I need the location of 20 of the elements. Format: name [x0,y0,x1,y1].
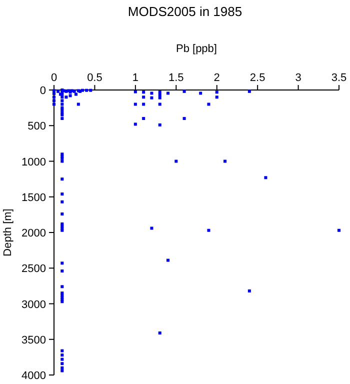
y-tick-label: 1500 [22,192,46,204]
y-tick-label: 2000 [22,228,46,240]
y-tick-label: 1000 [22,156,46,168]
y-tick-label: 3500 [22,334,46,346]
x-tick-label: 1 [132,72,138,84]
chart-title: MODS2005 in 1985 [128,4,242,19]
y-tick-label: 3000 [22,298,46,311]
y-tick-label: 500 [28,120,46,133]
x-tick-label: 0.5 [87,72,102,84]
x-tick-label: 2.5 [250,72,266,84]
x-tick-label: 1.5 [168,72,184,84]
x-tick-label: 2 [214,72,220,84]
y-tick-label: 2500 [22,263,46,276]
x-axis-title: Pb [ppb] [176,43,217,55]
x-tick-label: 0 [50,72,58,84]
y-tick-label: 4000 [22,370,46,382]
y-tick-label: 0 [40,85,46,97]
x-tick-label: 3 [295,72,302,84]
y-axis-title: Depth [m] [2,208,14,256]
x-tick-label: 3.5 [331,72,347,84]
